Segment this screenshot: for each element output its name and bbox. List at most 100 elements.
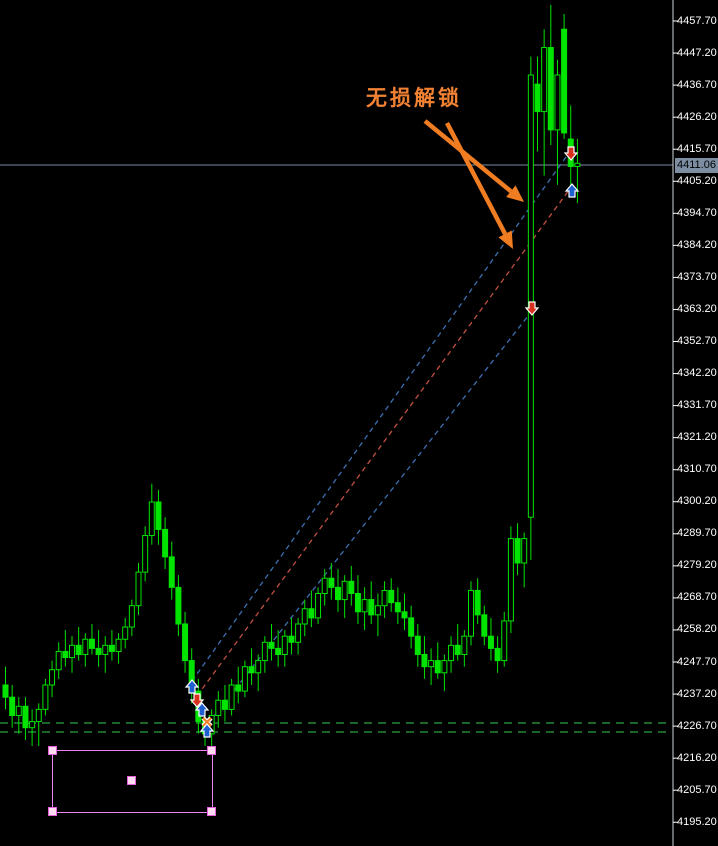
current-price-badge: 4411.06 xyxy=(675,157,718,173)
candle-body xyxy=(434,660,441,674)
candle-body xyxy=(348,580,355,594)
price-axis-label: 4300.20 xyxy=(677,495,717,508)
trend-line[interactable] xyxy=(191,149,572,682)
candle-body xyxy=(108,644,115,652)
candle-body xyxy=(288,635,295,643)
annotation-text[interactable]: 无损解锁 xyxy=(366,87,462,110)
candle-body xyxy=(487,635,494,649)
price-axis-label: 4205.70 xyxy=(677,783,717,796)
candle-body xyxy=(155,501,162,530)
candle-body xyxy=(35,708,42,723)
candle-body xyxy=(241,666,248,692)
candle-body xyxy=(461,635,468,655)
sell-arrow-icon[interactable] xyxy=(524,301,540,316)
candle-body xyxy=(554,74,561,131)
candle-body xyxy=(162,528,169,558)
candle-body xyxy=(315,592,322,619)
candle-body xyxy=(115,638,122,652)
candle-body xyxy=(534,83,541,113)
candle-body xyxy=(42,684,49,710)
candle-body xyxy=(55,650,62,671)
selection-handle[interactable] xyxy=(127,776,136,785)
selection-handle[interactable] xyxy=(206,745,216,755)
candle-body xyxy=(49,669,56,686)
price-axis-label: 4279.20 xyxy=(677,559,717,572)
buy-arrow-icon[interactable] xyxy=(194,702,210,717)
trend-line[interactable] xyxy=(196,185,573,697)
candle-body xyxy=(268,641,275,649)
candle-body xyxy=(9,696,16,716)
candle-body xyxy=(561,28,568,134)
price-axis-label: 4258.20 xyxy=(677,623,717,636)
candle-body xyxy=(408,617,415,637)
close-order-icon[interactable] xyxy=(202,717,212,727)
candle-body xyxy=(321,577,328,594)
selection-handle[interactable] xyxy=(47,806,57,816)
price-axis-label: 4289.70 xyxy=(677,527,717,540)
candle-body xyxy=(22,705,29,729)
candle-body xyxy=(281,635,288,655)
price-axis-label: 4457.70 xyxy=(677,14,717,27)
price-axis-label: 4268.70 xyxy=(677,591,717,604)
selection-handle[interactable] xyxy=(206,806,216,816)
price-axis-label: 4237.20 xyxy=(677,687,717,700)
sell-arrow-icon[interactable] xyxy=(563,146,579,161)
candle-body xyxy=(501,620,508,662)
candle-body xyxy=(168,556,175,588)
candle-body xyxy=(215,699,222,716)
candle-body xyxy=(441,660,448,674)
selection-rectangle[interactable] xyxy=(52,750,213,813)
candle-body xyxy=(401,611,408,619)
sell-arrow-icon[interactable] xyxy=(189,693,205,708)
candle-body xyxy=(335,586,341,601)
candle-body xyxy=(248,666,255,674)
candle-body xyxy=(62,650,69,659)
candle-body xyxy=(381,589,388,607)
candle-body xyxy=(574,162,581,167)
buy-arrow-icon[interactable] xyxy=(199,723,215,738)
price-axis-label: 4331.70 xyxy=(677,399,717,412)
candle-body xyxy=(481,614,488,637)
candle-body xyxy=(454,644,461,655)
buy-arrow-icon[interactable] xyxy=(184,679,200,694)
price-axis-label: 4426.20 xyxy=(677,110,717,123)
candle-body xyxy=(88,638,95,649)
candle-body xyxy=(275,647,282,655)
candle-body xyxy=(175,586,182,625)
price-axis-label: 4415.70 xyxy=(677,142,717,155)
callout-arrowhead xyxy=(498,230,513,249)
candle-body xyxy=(148,501,155,537)
candle-body xyxy=(394,602,401,613)
price-axis-label: 4352.70 xyxy=(677,335,717,347)
candle-body xyxy=(474,589,481,616)
candle-body xyxy=(448,644,455,662)
callout-arrow-shaft[interactable] xyxy=(423,119,513,193)
candle-body xyxy=(308,608,315,619)
price-axis-label: 4447.20 xyxy=(677,46,717,59)
candle-body xyxy=(29,721,36,729)
candle-body xyxy=(428,660,435,668)
price-axis-label: 4384.20 xyxy=(677,238,717,251)
price-axis-label: 4226.70 xyxy=(677,719,717,732)
price-axis-label: 4436.70 xyxy=(677,78,717,91)
callout-arrow-shaft[interactable] xyxy=(445,121,508,235)
candle-body xyxy=(69,644,75,659)
candle-body xyxy=(261,641,268,662)
trend-line[interactable] xyxy=(206,310,533,726)
price-axis-label: 4405.20 xyxy=(677,174,717,187)
candle-body xyxy=(388,589,395,604)
candle-body xyxy=(354,592,361,613)
buy-arrow-icon[interactable] xyxy=(564,183,580,198)
candles xyxy=(2,4,581,750)
candle-body xyxy=(341,580,348,601)
price-axis-label: 4310.70 xyxy=(677,463,717,476)
candle-body xyxy=(421,653,428,668)
selection-handle[interactable] xyxy=(47,745,57,755)
candle-body xyxy=(75,644,82,655)
candle-body xyxy=(368,599,375,616)
candle-body xyxy=(301,608,308,625)
price-axis-label: 4216.20 xyxy=(677,751,717,764)
candle-body xyxy=(361,599,368,613)
